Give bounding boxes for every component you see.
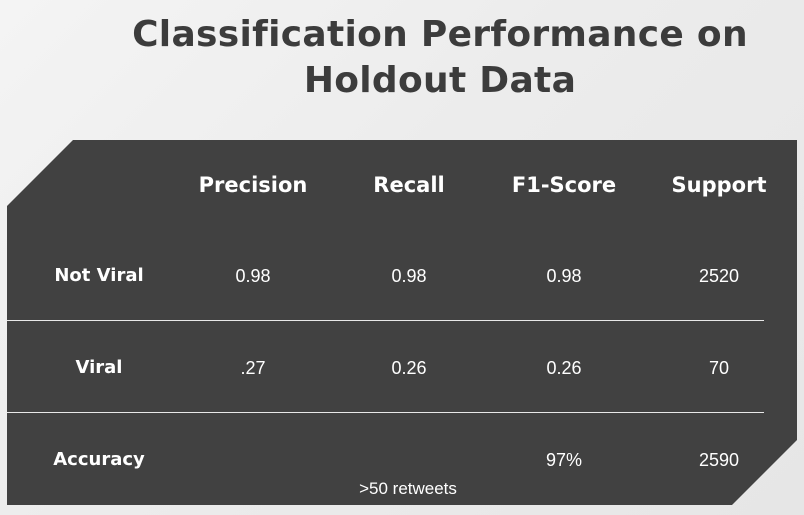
not-viral-support: 2520 — [698, 266, 740, 286]
not-viral-f1-score: 0.98 — [546, 266, 582, 286]
not-viral-recall: 0.98 — [391, 266, 427, 286]
accuracy-f1-score: 97% — [545, 450, 583, 470]
row-label-not-viral: Not Viral — [54, 265, 144, 286]
row-divider — [7, 320, 764, 321]
not-viral-precision: 0.98 — [235, 266, 271, 286]
row-divider — [7, 412, 764, 413]
header-support: Support — [671, 173, 767, 197]
title-line-2: Holdout Data — [303, 60, 577, 101]
viral-threshold-note: >50 retweets — [359, 479, 457, 498]
viral-precision: .27 — [240, 358, 266, 378]
header-precision: Precision — [198, 173, 308, 197]
header-recall: Recall — [373, 173, 445, 197]
page-title: Classification Performance on Holdout Da… — [90, 12, 790, 104]
title-line-1: Classification Performance on — [132, 14, 748, 55]
accuracy-support: 2590 — [698, 450, 740, 470]
viral-support: 70 — [708, 358, 730, 378]
viral-recall: 0.26 — [391, 358, 427, 378]
row-label-accuracy: Accuracy — [53, 449, 145, 470]
viral-f1-score: 0.26 — [546, 358, 582, 378]
row-label-viral: Viral — [75, 357, 123, 378]
header-f1-score: F1-Score — [511, 173, 617, 197]
metrics-table-panel: Precision Recall F1-Score Support Not Vi… — [7, 140, 797, 505]
